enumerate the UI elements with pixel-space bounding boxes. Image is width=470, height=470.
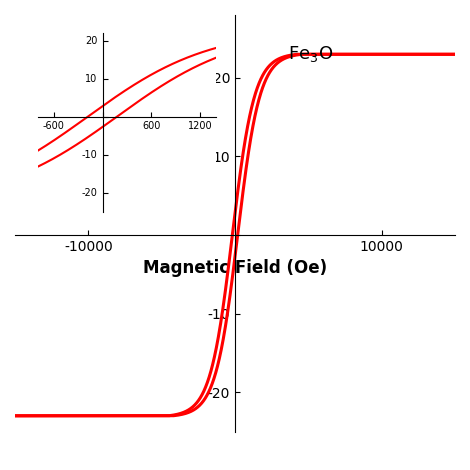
Text: Fe$_3$O: Fe$_3$O xyxy=(288,44,333,64)
X-axis label: Magnetic Field (Oe): Magnetic Field (Oe) xyxy=(143,259,327,277)
